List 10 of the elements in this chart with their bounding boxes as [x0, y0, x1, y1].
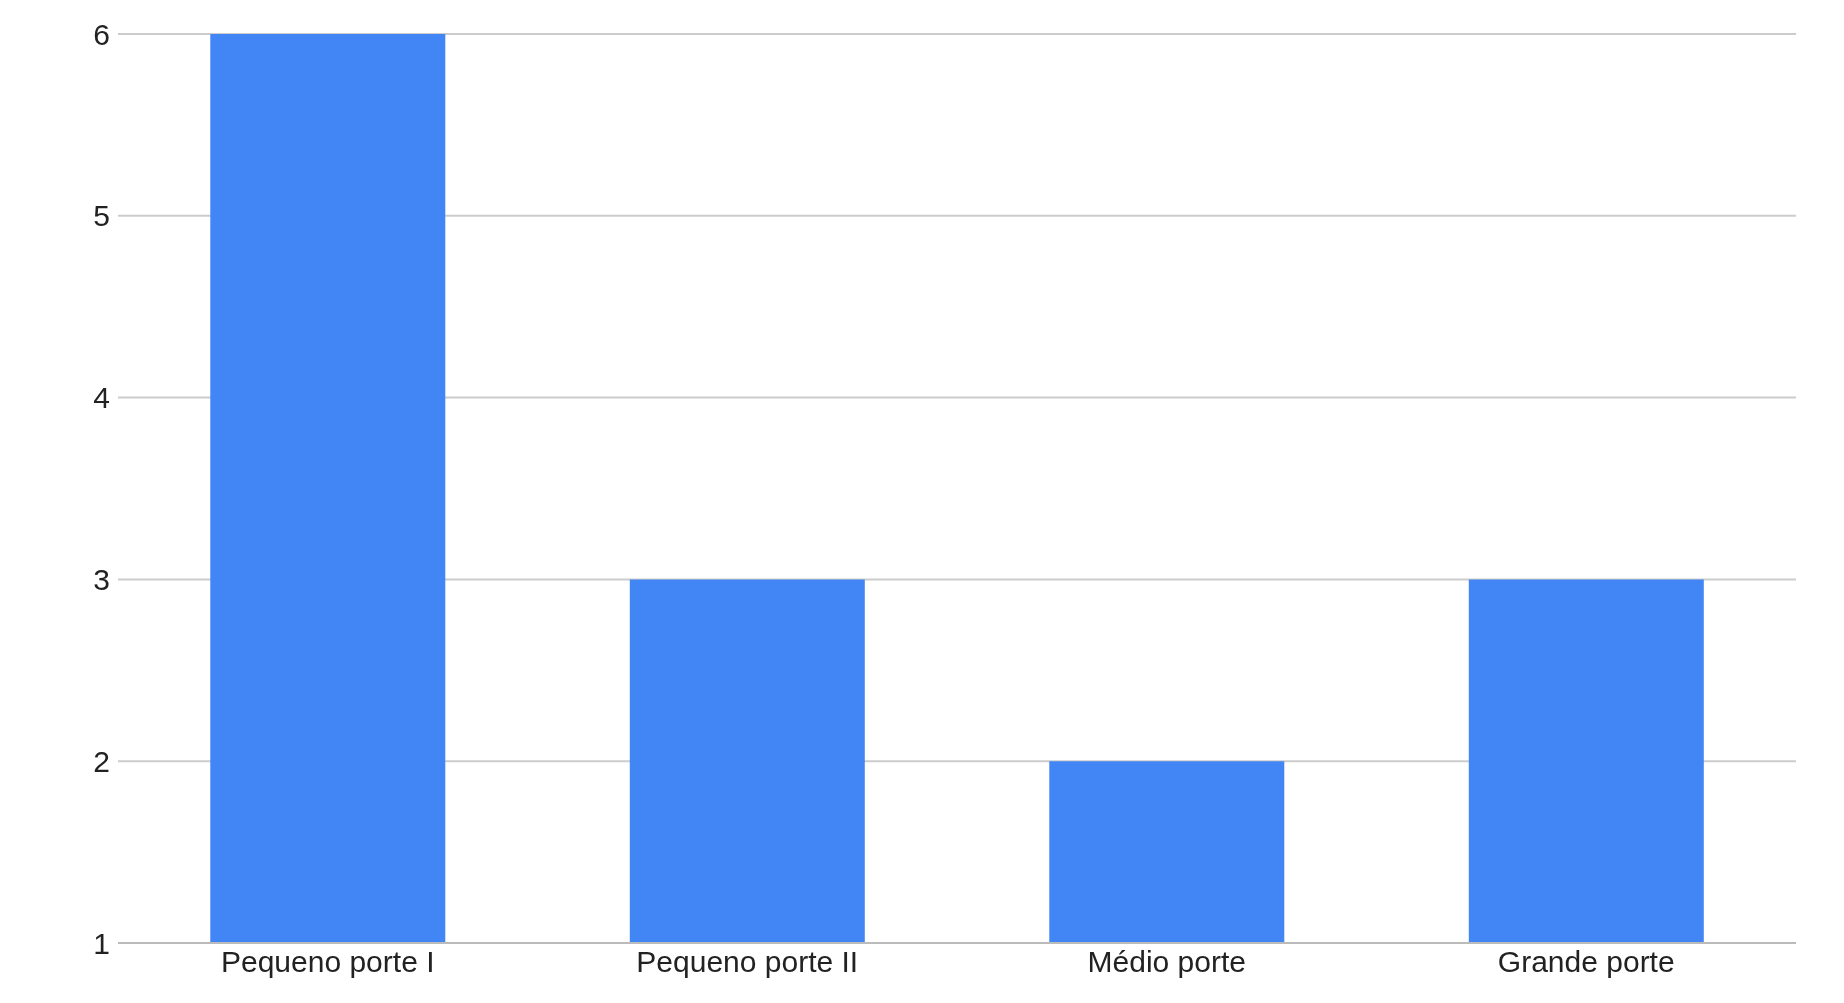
y-tick-label: 6 [93, 17, 110, 51]
x-tick-label: Médio porte [1087, 945, 1246, 979]
y-tick-label: 3 [93, 563, 110, 597]
x-tick-label: Pequeno porte I [220, 945, 435, 979]
y-tick-label: 2 [93, 744, 110, 778]
x-tick-label: Grande porte [1497, 945, 1675, 979]
y-tick-label: 4 [93, 381, 110, 415]
y-tick-label: 5 [93, 199, 110, 233]
x-tick-label: Pequeno porte II [636, 945, 859, 979]
y-tick-label: 1 [93, 926, 110, 960]
